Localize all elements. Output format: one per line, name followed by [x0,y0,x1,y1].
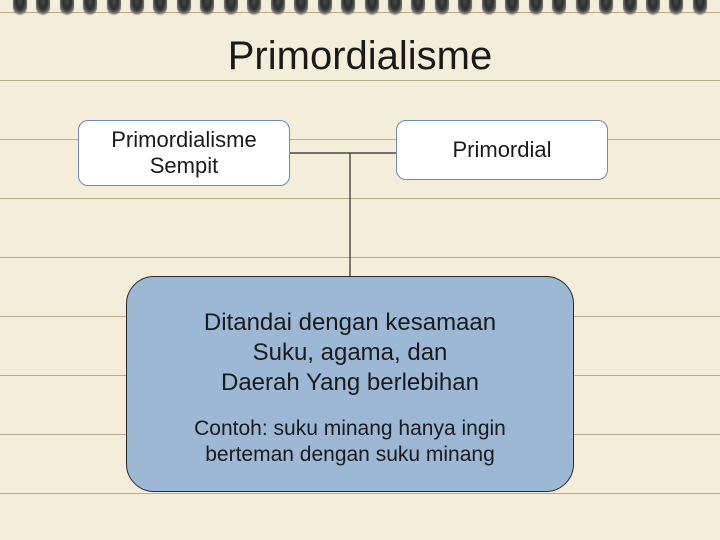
description-text: Ditandai dengan kesamaan Suku, agama, da… [204,308,496,398]
example-text: Contoh: suku minang hanya ingin berteman… [194,416,506,469]
page-title: Primordialisme [0,34,720,79]
node-right-label: Primordial [452,137,551,163]
example-line2: berteman dengan suku minang [194,442,506,468]
desc-line3: Daerah Yang berlebihan [204,368,496,398]
node-primordialisme-sempit: Primordialisme Sempit [78,120,290,186]
example-line1: Contoh: suku minang hanya ingin [194,416,506,442]
node-primordial: Primordial [396,120,608,180]
node-description: Ditandai dengan kesamaan Suku, agama, da… [126,276,574,492]
notepad-background: Primordialisme Primordialisme Sempit Pri… [0,0,720,540]
spiral-binding [0,0,720,28]
desc-line1: Ditandai dengan kesamaan [204,308,496,338]
node-left-line1: Primordialisme [111,127,256,153]
node-left-line2: Sempit [150,153,218,179]
desc-line2: Suku, agama, dan [204,338,496,368]
